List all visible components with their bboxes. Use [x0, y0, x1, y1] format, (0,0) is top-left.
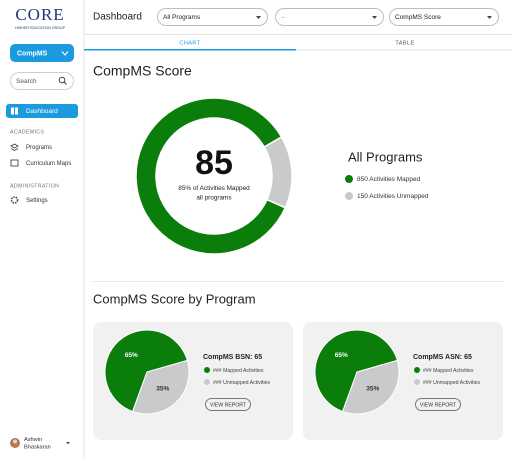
legend-label: 150 Activities Unmapped — [357, 193, 429, 200]
select-caret — [256, 16, 261, 19]
search-border — [10, 72, 74, 90]
legend-title: All Programs — [348, 149, 423, 164]
pie-slice — [341, 359, 400, 415]
pie-label: 35% — [156, 386, 169, 393]
app-button[interactable]: CompMS — [10, 44, 74, 62]
legend-label: ### Unmapped Activities — [213, 380, 271, 386]
pie-slice — [314, 329, 398, 413]
select-caret — [372, 16, 377, 19]
filter-select[interactable]: All Programs — [157, 8, 268, 26]
section-title: CompMS Score by Program — [93, 291, 256, 306]
legend-label: ### Unmapped Activities — [423, 380, 481, 386]
nav-label: Programs — [26, 145, 52, 151]
donut-segment — [135, 97, 287, 255]
donut-segment — [263, 135, 293, 209]
search-icon — [63, 81, 67, 85]
select-border — [389, 8, 499, 26]
nav-icon — [10, 143, 19, 152]
legend-swatch — [345, 175, 353, 183]
donut-center-value: 85 — [195, 144, 233, 182]
legend-swatch — [345, 192, 353, 200]
select-label: All Programs — [163, 14, 201, 21]
tab-chart[interactable]: CHART — [84, 40, 296, 51]
chevron — [61, 51, 69, 56]
nav-settings[interactable]: Settings — [10, 196, 48, 204]
section-title: CompMS Score — [93, 63, 192, 79]
header-title: Dashboard — [93, 12, 142, 23]
legend-label: 850 Activities Mapped — [357, 176, 421, 183]
user-first-name: Ashwin — [24, 437, 42, 443]
pie-label: 65% — [125, 352, 138, 359]
app-button-label: CompMS — [17, 50, 48, 57]
select-caret — [487, 16, 492, 19]
donut-caption: 85% of Activities Mapped — [178, 185, 250, 192]
sidebar — [0, 0, 84, 459]
caret — [66, 442, 70, 445]
card-title: CompMS BSN: 65 — [203, 354, 262, 361]
nav-icon — [11, 107, 14, 115]
view-report-button[interactable]: VIEW REPORT — [205, 398, 251, 411]
filter-select[interactable]: CompMS Score — [389, 8, 499, 26]
app-button-bg — [10, 44, 74, 62]
select-border — [157, 8, 268, 26]
tab-table[interactable]: TABLE — [395, 40, 414, 46]
nav-label: Curriculum Maps — [26, 161, 71, 167]
search-icon — [58, 76, 66, 84]
select-border — [275, 8, 384, 26]
user-last-name: Bhaskaran — [24, 444, 51, 450]
section-heading: ADMINISTRATION — [10, 183, 59, 189]
nav-active-bg — [6, 104, 78, 118]
donut-subcaption: all programs — [196, 195, 231, 202]
program-card: 65% 35% CompMS ASN: 65 ### Mapped Activitie… — [303, 322, 503, 440]
select-label: CompMS Score — [395, 14, 441, 21]
select-label: -- — [281, 14, 285, 21]
tab-label: CHART — [179, 40, 200, 46]
program-cards: 65% 35% CompMS BSN: 65 ### Mapped Activitie… — [93, 322, 503, 440]
view-report-button[interactable]: VIEW REPORT — [415, 398, 461, 411]
legend-swatch — [414, 367, 420, 373]
nav-dashboard[interactable]: Dashboard — [6, 104, 78, 118]
program-card: 65% 35% CompMS BSN: 65 ### Mapped Activitie… — [93, 322, 293, 440]
pie-label: 35% — [366, 386, 379, 393]
card-title: CompMS ASN: 65 — [413, 354, 472, 361]
pie-slice — [104, 329, 188, 413]
legend-swatch — [414, 379, 420, 385]
nav-curriculum-maps[interactable]: Curriculum Maps — [10, 159, 71, 167]
legend: 850 Activities Mapped 150 Activities Unma… — [345, 175, 429, 200]
button-border — [415, 398, 461, 411]
nav-icon — [15, 107, 18, 115]
button-border — [205, 398, 251, 411]
donut-chart — [135, 97, 293, 255]
nav-icon — [10, 196, 19, 204]
pie-slice — [131, 359, 190, 415]
filter-select[interactable]: -- — [275, 8, 384, 26]
button-label: VIEW REPORT — [420, 402, 457, 408]
user-menu[interactable]: Ashwin Bhaskaran — [10, 437, 70, 451]
tab-label: TABLE — [395, 40, 414, 46]
button-label: VIEW REPORT — [210, 402, 247, 408]
pie-label: 65% — [335, 352, 348, 359]
legend-swatch — [204, 379, 210, 385]
legend-label: ### Mapped Activities — [213, 368, 264, 374]
nav-label: Settings — [26, 198, 48, 204]
nav-icon — [10, 159, 19, 167]
logo-subtitle: HIGHER EDUCATION GROUP — [15, 26, 66, 30]
avatar — [13, 439, 17, 444]
nav-programs[interactable]: Programs — [10, 143, 52, 152]
legend-label: ### Mapped Activities — [423, 368, 474, 374]
logo: CORE — [15, 5, 64, 24]
search-box[interactable]: Search — [10, 72, 74, 90]
nav-label: Dashboard — [26, 108, 58, 115]
legend-swatch — [204, 367, 210, 373]
section-heading: ACADEMICS — [10, 129, 44, 135]
tab-indicator — [84, 49, 296, 51]
search-placeholder: Search — [16, 78, 37, 85]
